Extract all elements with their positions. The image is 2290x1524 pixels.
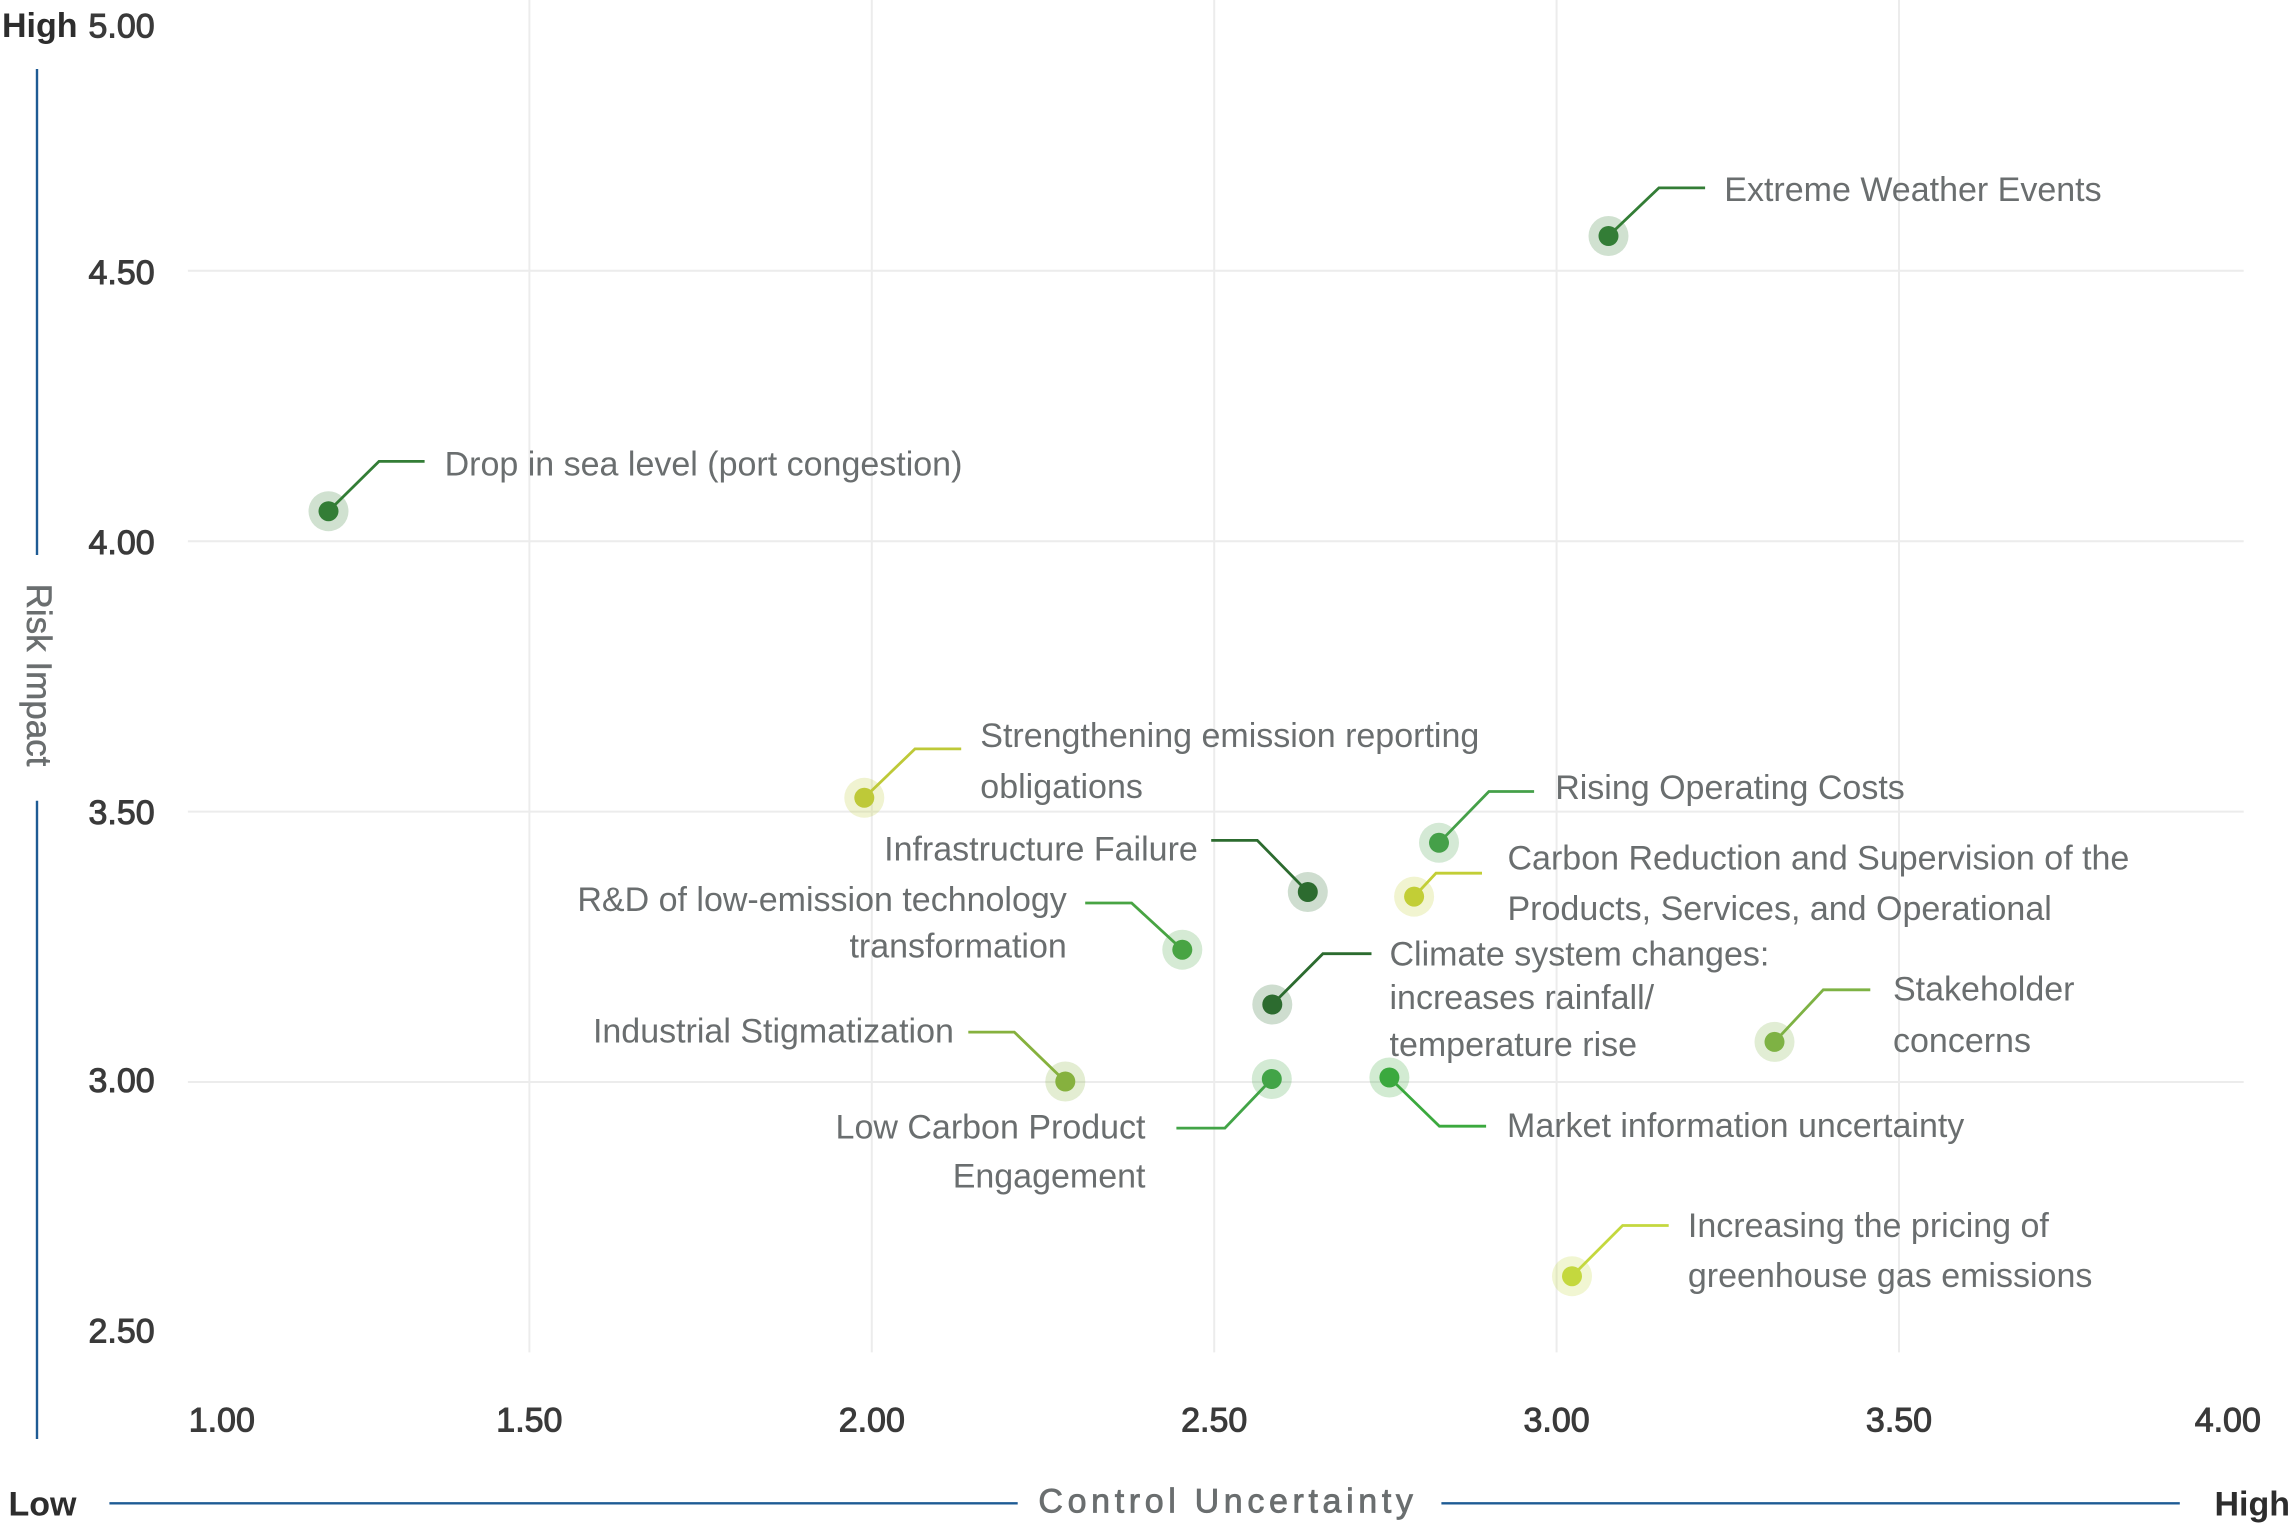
svg-text:3.00: 3.00 — [1524, 1402, 1590, 1440]
svg-text:High: High — [2, 7, 78, 45]
svg-text:Carbon Reduction and Supervisi: Carbon Reduction and Supervision of the — [1508, 840, 2130, 878]
svg-text:Rising Operating Costs: Rising Operating Costs — [1555, 769, 1905, 807]
svg-text:Control Uncertainty: Control Uncertainty — [1038, 1483, 1417, 1521]
svg-text:Infrastructure Failure: Infrastructure Failure — [884, 830, 1198, 868]
svg-text:Increasing the pricing of: Increasing the pricing of — [1688, 1207, 2050, 1245]
svg-text:concerns: concerns — [1893, 1022, 2031, 1060]
svg-text:Industrial Stigmatization: Industrial Stigmatization — [593, 1013, 954, 1051]
svg-text:temperature rise: temperature rise — [1390, 1026, 1638, 1064]
svg-text:5.00: 5.00 — [89, 8, 155, 46]
svg-text:2.00: 2.00 — [839, 1402, 905, 1440]
svg-text:4.00: 4.00 — [2195, 1402, 2261, 1440]
svg-text:Extreme Weather Events: Extreme Weather Events — [1724, 171, 2101, 209]
svg-text:2.50: 2.50 — [1181, 1402, 1247, 1440]
svg-text:increases rainfall/: increases rainfall/ — [1390, 979, 1655, 1017]
svg-text:greenhouse gas emissions: greenhouse gas emissions — [1688, 1257, 2092, 1295]
svg-text:R&D of low-emission technology: R&D of low-emission technology — [577, 881, 1066, 919]
svg-text:3.00: 3.00 — [89, 1062, 155, 1100]
svg-text:Market information uncertainty: Market information uncertainty — [1507, 1107, 1964, 1145]
svg-text:Drop in sea level (port conges: Drop in sea level (port congestion) — [445, 446, 963, 484]
svg-text:obligations: obligations — [980, 768, 1143, 806]
svg-text:3.50: 3.50 — [89, 794, 155, 832]
svg-text:Risk Impact: Risk Impact — [19, 584, 58, 767]
svg-text:Products, Services, and Operat: Products, Services, and Operational — [1508, 890, 2052, 928]
svg-text:transformation: transformation — [849, 927, 1066, 965]
svg-text:Low: Low — [9, 1486, 78, 1524]
svg-text:High: High — [2214, 1486, 2290, 1524]
svg-text:4.00: 4.00 — [89, 524, 155, 562]
svg-text:Stakeholder: Stakeholder — [1893, 970, 2074, 1008]
svg-text:4.50: 4.50 — [89, 254, 155, 292]
svg-text:3.50: 3.50 — [1866, 1402, 1932, 1440]
svg-text:Strengthening emission reporti: Strengthening emission reporting — [980, 717, 1479, 755]
svg-text:Engagement: Engagement — [953, 1158, 1146, 1196]
svg-text:Low Carbon Product: Low Carbon Product — [836, 1108, 1147, 1146]
svg-text:1.50: 1.50 — [496, 1402, 562, 1440]
svg-text:2.50: 2.50 — [89, 1313, 155, 1351]
svg-text:1.00: 1.00 — [189, 1402, 255, 1440]
svg-text:Climate system changes:: Climate system changes: — [1390, 936, 1770, 974]
